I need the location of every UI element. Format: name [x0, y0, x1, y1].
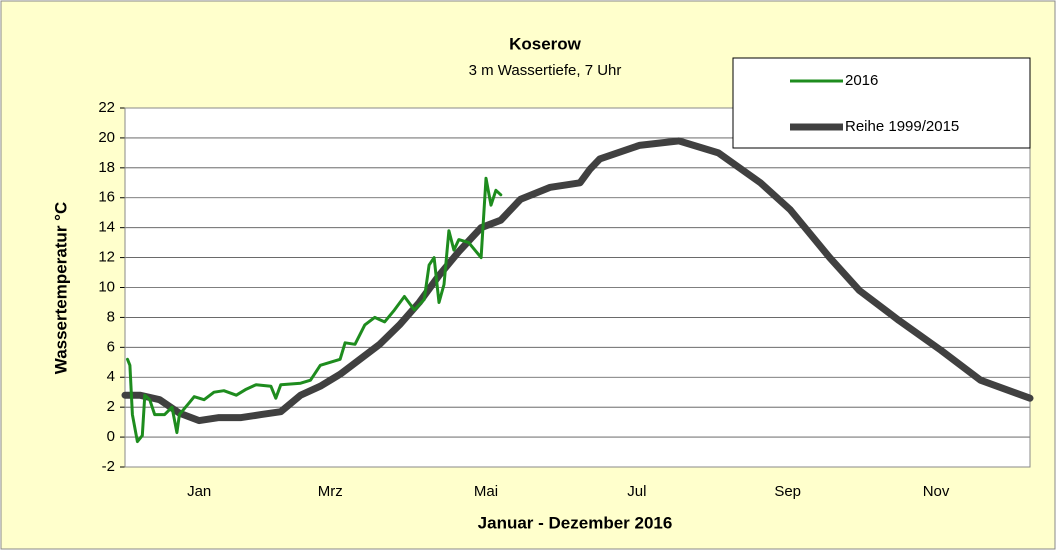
x-tick-label: Sep [774, 483, 801, 500]
y-tick-label: 2 [107, 398, 115, 415]
x-tick-label: Jul [627, 483, 646, 500]
line-series [126, 176, 503, 444]
x-axis-label: Januar - Dezember 2016 [478, 513, 673, 532]
y-tick-label: 8 [107, 308, 115, 325]
y-tick-label: 0 [107, 428, 115, 445]
plot-border [124, 107, 1031, 468]
y-tick-label: 16 [98, 189, 115, 206]
x-tick-label: Nov [923, 483, 950, 500]
y-tick-label: 14 [98, 219, 115, 236]
x-tick-label: Jan [187, 483, 211, 500]
line-series [121, 137, 1034, 425]
legend-label: 2016 [845, 72, 878, 89]
chart-title: Koserow [509, 34, 582, 53]
y-tick-label: 6 [107, 338, 115, 355]
y-tick-label: 10 [98, 278, 115, 295]
y-tick-label: 18 [98, 159, 115, 176]
x-tick-label: Mrz [318, 483, 343, 500]
legend-box [732, 57, 1031, 149]
chart-subtitle: 3 m Wassertiefe, 7 Uhr [469, 62, 622, 79]
x-tick-label: Mai [474, 483, 498, 500]
y-tick-label: 4 [107, 368, 115, 385]
y-tick-label: 20 [98, 129, 115, 146]
y-tick-label: 22 [98, 99, 115, 116]
legend-label: Reihe 1999/2015 [845, 118, 959, 135]
y-tick-label: -2 [102, 458, 115, 475]
y-axis-label: Wassertemperatur °C [51, 202, 70, 374]
y-tick-label: 12 [98, 249, 115, 266]
